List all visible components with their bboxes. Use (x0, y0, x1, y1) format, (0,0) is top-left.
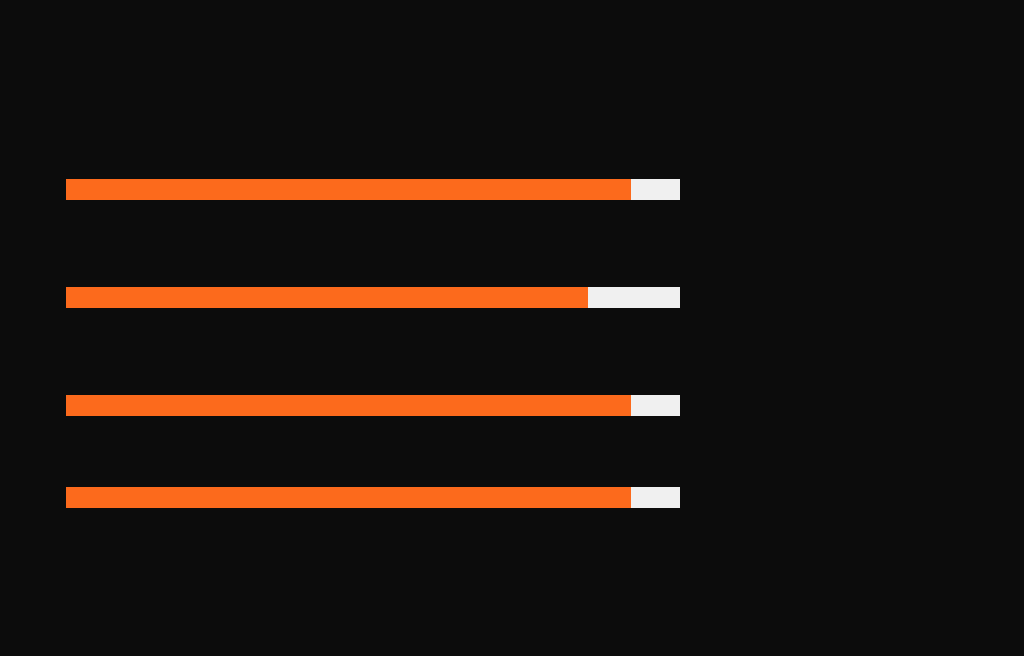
progress-bar-fill (66, 179, 631, 200)
progress-bar-fill (66, 487, 631, 508)
progress-bar (66, 395, 680, 416)
progress-bar-fill (66, 287, 588, 308)
progress-bar-fill (66, 395, 631, 416)
progress-bar (66, 487, 680, 508)
progress-bar (66, 287, 680, 308)
progress-bar (66, 179, 680, 200)
